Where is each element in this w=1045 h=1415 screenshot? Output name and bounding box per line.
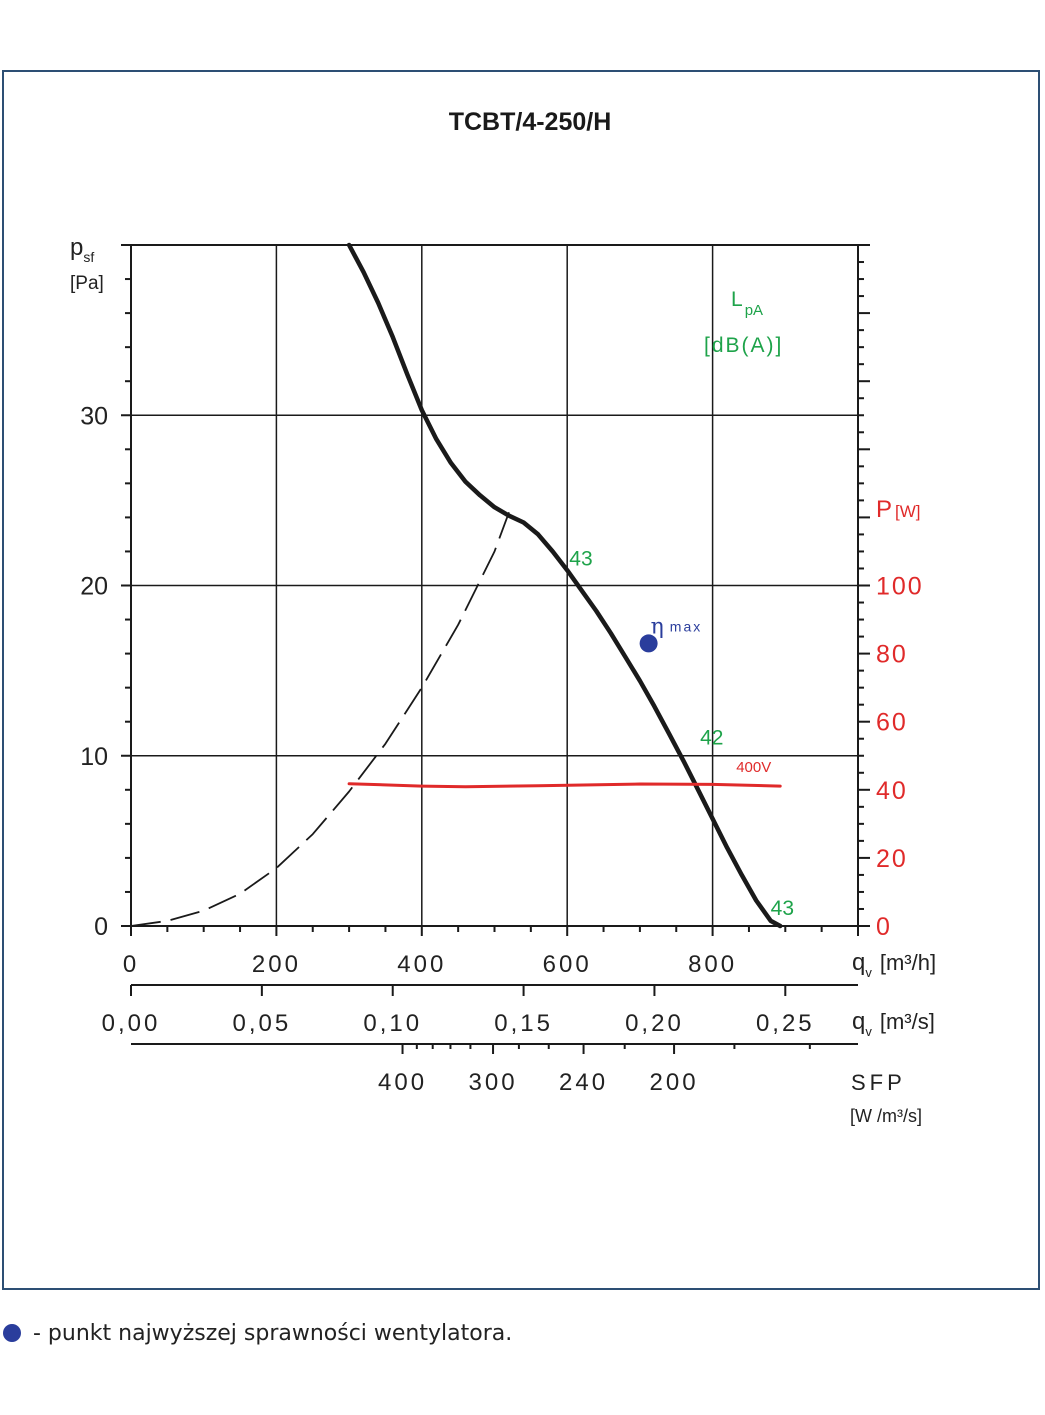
efficiency-max-label: η max: [651, 614, 703, 639]
sfp-axis-unit: [W /m³/s]: [850, 1106, 922, 1126]
power-axis-label: P [W]: [876, 496, 921, 523]
x-tick-label-m3s: 0,00: [102, 1010, 161, 1037]
x-tick-label-m3h: 200: [252, 951, 301, 978]
y2-tick-label: 40: [876, 777, 908, 805]
x-tick-label-m3s: 0,05: [233, 1010, 292, 1037]
x-tick-label-m3h: 400: [397, 951, 446, 978]
x-tick-label-m3s: 0,25: [756, 1010, 815, 1037]
sfp-tick-label: 240: [559, 1069, 608, 1096]
x-tick-label-m3h: 0: [123, 951, 139, 978]
sfp-axis-label: SFP: [851, 1070, 906, 1095]
y-tick-label: 30: [80, 402, 108, 430]
noise-unit: [dB(A)]: [704, 334, 783, 357]
noise-value-label: 43: [569, 548, 592, 571]
y-tick-label: 0: [94, 913, 108, 941]
y2-tick-label: 20: [876, 845, 908, 873]
system-curve-line: [130, 511, 510, 927]
noise-value-label: 43: [771, 897, 794, 920]
power-curve-line: [347, 782, 782, 789]
efficiency-symbol: η: [651, 614, 664, 639]
sfp-tick-label: 200: [650, 1069, 699, 1096]
y-tick-label: 10: [80, 743, 108, 771]
efficiency-sub: max: [670, 618, 702, 634]
x-axis-m3h-label: qv [m³/h]: [852, 949, 936, 980]
y2-tick-label: 80: [876, 641, 908, 669]
y2-tick-label: 100: [876, 573, 924, 601]
efficiency-max-point: [639, 634, 658, 653]
x-tick-label-m3h: 800: [688, 951, 737, 978]
y2-tick-label: 60: [876, 709, 908, 737]
marks: 400V 43 42 43 η max: [569, 548, 794, 920]
x-axis-m3s-label: qv [m³/s]: [852, 1008, 935, 1039]
noise-value-label: 42: [700, 727, 723, 750]
chart-frame: [2, 70, 1040, 1290]
y2-tick-label: 0: [876, 913, 892, 941]
x-tick-label-m3h: 600: [543, 951, 592, 978]
curves: [130, 242, 783, 929]
legend-note-text: - punkt najwyższej sprawności wentylator…: [33, 1320, 513, 1346]
sfp-tick-label: 400: [378, 1069, 427, 1096]
sfp-tick-label: 300: [469, 1069, 518, 1096]
power-series-label: 400V: [736, 759, 771, 776]
chart-title: TCBT/4-250/H: [449, 108, 612, 136]
y-axis-label: psf: [70, 234, 94, 265]
x-tick-label-m3s: 0,10: [363, 1010, 422, 1037]
x-tick-label-m3s: 0,15: [494, 1010, 553, 1037]
fan-curve-line: [346, 242, 783, 929]
y-tick-label: 20: [80, 573, 108, 601]
y-axis-unit: [Pa]: [70, 273, 104, 294]
x-tick-label-m3s: 0,20: [625, 1010, 684, 1037]
efficiency-dot-icon: [3, 1324, 21, 1342]
legend-note: - punkt najwyższej sprawności wentylator…: [3, 1318, 512, 1348]
